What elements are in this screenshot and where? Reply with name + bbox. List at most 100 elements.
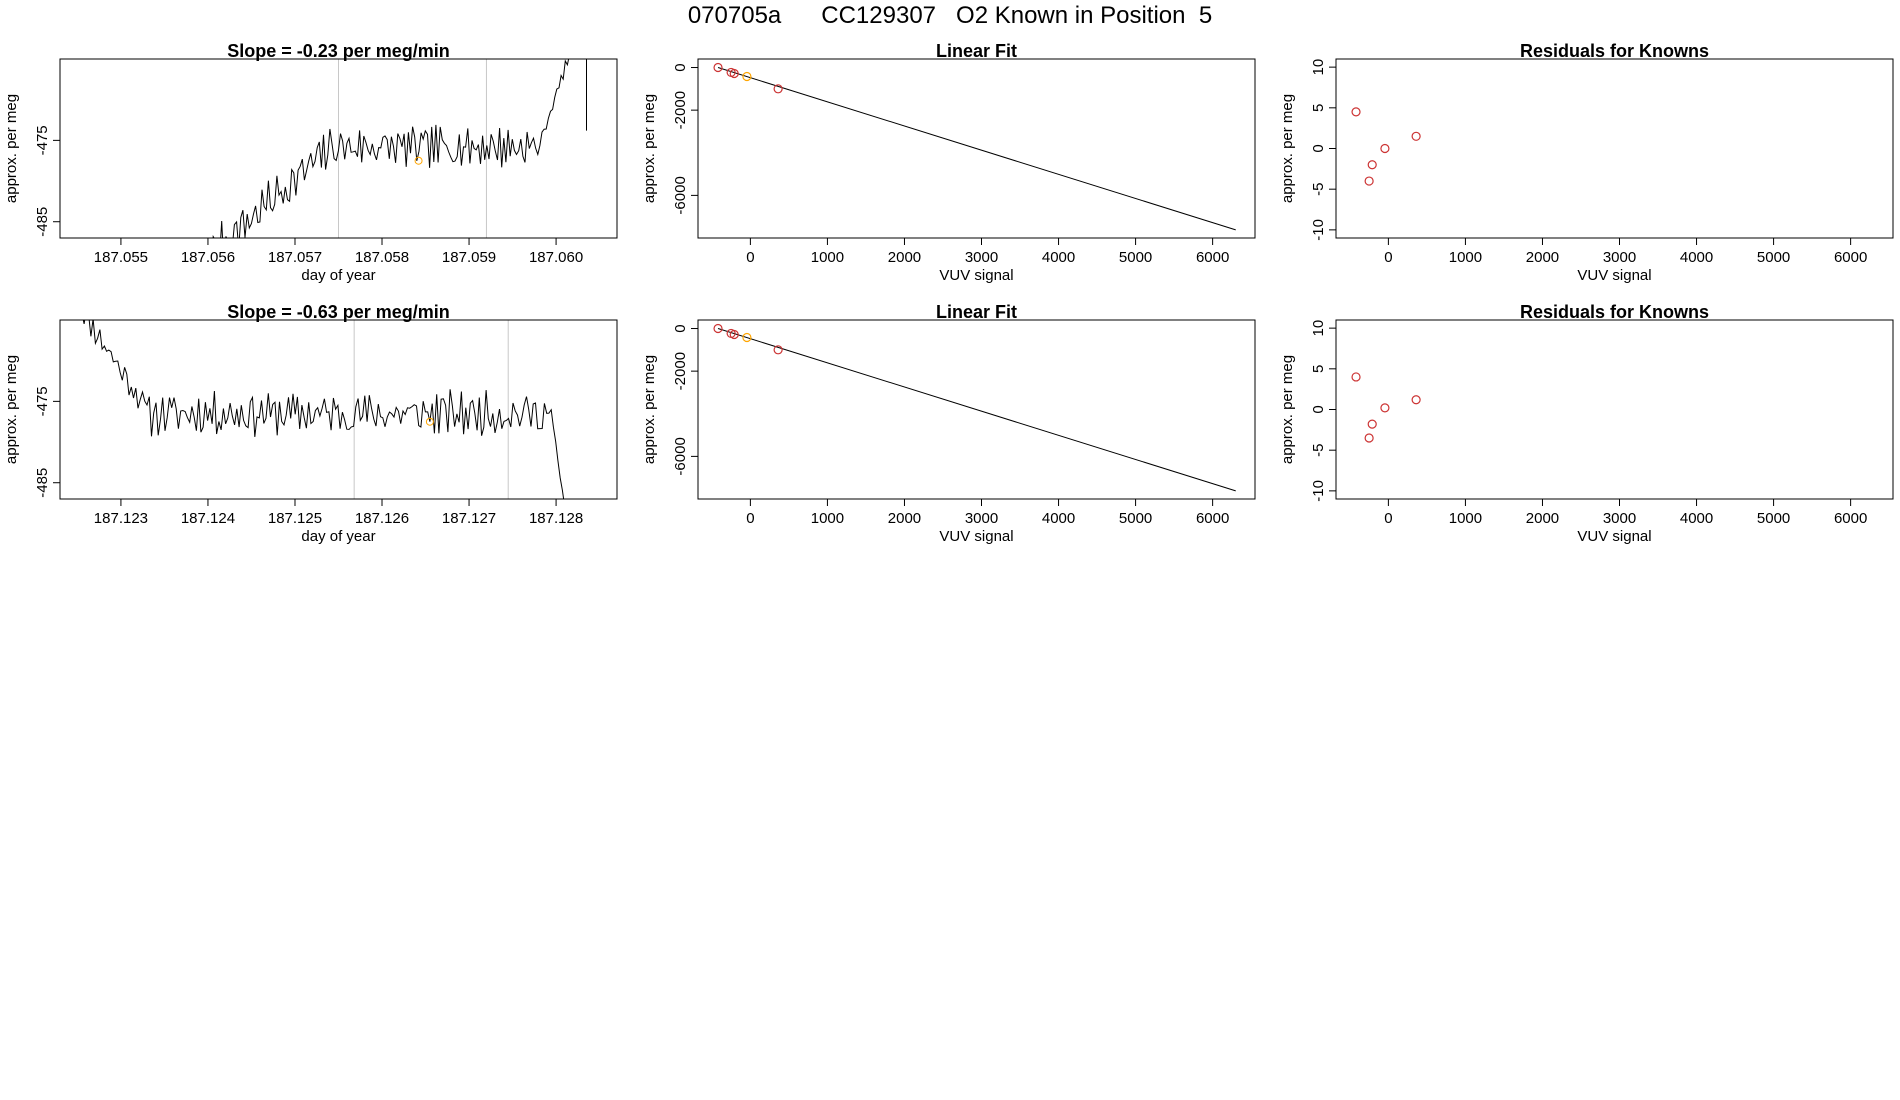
y-axis: -485 -475	[34, 386, 60, 498]
x-tick-label: 1000	[811, 510, 844, 527]
data-point-3	[1380, 143, 1390, 154]
x-tick-label: 0	[1384, 249, 1392, 266]
x-tick-label: 2000	[888, 249, 921, 266]
x-axis: 187.123 187.124 187.125 187.126 187.127 187.1…	[94, 498, 583, 527]
x-axis-label: VUV signal	[939, 267, 1013, 284]
y-tick-label: 0	[672, 324, 689, 332]
x-tick-label: 187.126	[355, 510, 409, 527]
x-tick-label: 3000	[965, 510, 998, 527]
panel-row1-col1: 187.055 187.056 187.057 187.058 187.059 187.0…	[3, 41, 618, 284]
y-tick-label: -2000	[672, 91, 689, 129]
x-tick-label: 187.060	[529, 249, 583, 266]
y-axis-label: approx. per meg	[641, 355, 658, 464]
x-tick-label: 5000	[1119, 249, 1152, 266]
x-tick-label: 2000	[1526, 249, 1559, 266]
x-axis: 0 1000 2000 3000 4000 5000 6000	[1384, 498, 1867, 527]
panel-row2-col2: 0 1000 2000 3000 4000 5000 6000 0 -2000 -6000 Line…	[641, 302, 1256, 545]
x-tick-label: 5000	[1119, 510, 1152, 527]
data-point-3	[1380, 403, 1390, 413]
y-tick-label: -475	[34, 386, 51, 416]
x-tick-label: 187.123	[94, 510, 148, 527]
x-axis-label: VUV signal	[1577, 528, 1651, 545]
x-tick-label: 187.128	[529, 510, 583, 527]
x-tick-label: 6000	[1196, 249, 1229, 266]
series-line	[212, 59, 587, 238]
y-axis: 0 -2000 -6000	[672, 63, 698, 215]
y-tick-label: -485	[34, 207, 51, 237]
plot-area	[1351, 107, 1421, 186]
x-tick-label: 187.057	[268, 249, 322, 266]
data-point-2	[729, 68, 739, 79]
y-tick-label: 0	[1310, 405, 1327, 413]
data-point-1	[1364, 176, 1374, 186]
y-tick-label: 10	[1310, 320, 1327, 337]
figure-title: 070705a CC129307 O2 Known in Position 5	[687, 2, 1213, 29]
data-point-0	[1351, 372, 1361, 382]
x-tick-label: 187.125	[268, 510, 322, 527]
plot-area	[212, 59, 587, 238]
y-axis-label: approx. per meg	[1279, 355, 1296, 464]
y-axis-label: approx. per meg	[3, 94, 20, 203]
y-axis-label: approx. per meg	[641, 94, 658, 203]
data-point-2	[729, 329, 739, 340]
x-tick-label: 2000	[888, 510, 921, 527]
x-tick-label: 6000	[1834, 510, 1867, 527]
panel-title: Linear Fit	[936, 302, 1017, 322]
x-tick-label: 4000	[1042, 249, 1075, 266]
fit-line	[717, 328, 1236, 492]
x-tick-label: 6000	[1834, 249, 1867, 266]
x-tick-label: 3000	[1603, 249, 1636, 266]
data-point-4	[773, 345, 783, 355]
fit-line	[717, 67, 1236, 231]
data-point-0	[713, 323, 723, 334]
data-point-2	[1367, 160, 1377, 170]
y-axis: -485 -475	[34, 125, 60, 237]
x-tick-label: 4000	[1042, 510, 1075, 527]
panel-title: Residuals for Knowns	[1520, 41, 1709, 61]
y-tick-label: 5	[1310, 365, 1327, 373]
panel-row2-col1: 187.123 187.124 187.125 187.126 187.127 187.1…	[3, 302, 618, 545]
panel-title: Slope = -0.63 per meg/min	[227, 302, 450, 322]
data-point-0	[1351, 107, 1361, 117]
y-tick-label: -6000	[672, 176, 689, 214]
data-point-2	[1367, 419, 1377, 429]
x-tick-label: 187.055	[94, 249, 148, 266]
x-tick-label: 0	[1384, 510, 1392, 527]
series-line	[82, 320, 565, 499]
x-tick-label: 6000	[1196, 510, 1229, 527]
data-point-1	[1364, 433, 1374, 443]
panel-title: Linear Fit	[936, 41, 1017, 61]
y-tick-label: 0	[1310, 144, 1327, 152]
x-tick-label: 3000	[965, 249, 998, 266]
x-tick-label: 1000	[811, 249, 844, 266]
x-tick-label: 2000	[1526, 510, 1559, 527]
x-axis-label: day of year	[301, 267, 375, 284]
y-axis: -10 -5 0 5 10	[1310, 320, 1336, 502]
x-axis: 0 1000 2000 3000 4000 5000 6000	[746, 237, 1229, 266]
x-tick-label: 0	[746, 510, 754, 527]
y-tick-label: -2000	[672, 352, 689, 390]
x-tick-label: 0	[746, 249, 754, 266]
highlight-point	[414, 156, 423, 165]
x-tick-label: 187.056	[181, 249, 235, 266]
x-tick-label: 5000	[1757, 510, 1790, 527]
x-tick-label: 1000	[1449, 510, 1482, 527]
x-tick-label: 3000	[1603, 510, 1636, 527]
x-axis-label: VUV signal	[1577, 267, 1651, 284]
data-point-4	[1411, 395, 1421, 405]
y-tick-label: -485	[34, 468, 51, 498]
x-axis: 187.055 187.056 187.057 187.058 187.059 187.0…	[94, 237, 583, 266]
y-tick-label: 0	[672, 63, 689, 71]
y-tick-label: -475	[34, 125, 51, 155]
x-tick-label: 187.059	[442, 249, 496, 266]
x-tick-label: 1000	[1449, 249, 1482, 266]
x-tick-label: 5000	[1757, 249, 1790, 266]
panel-row1-col2: 0 1000 2000 3000 4000 5000 6000 0 -2000 -6000 Line…	[641, 41, 1256, 284]
y-axis-label: approx. per meg	[3, 355, 20, 464]
plot-area	[82, 320, 565, 499]
data-point-4	[1411, 131, 1421, 141]
panel-title: Slope = -0.23 per meg/min	[227, 41, 450, 61]
y-tick-label: -5	[1310, 444, 1327, 457]
y-tick-label: -10	[1310, 219, 1327, 241]
